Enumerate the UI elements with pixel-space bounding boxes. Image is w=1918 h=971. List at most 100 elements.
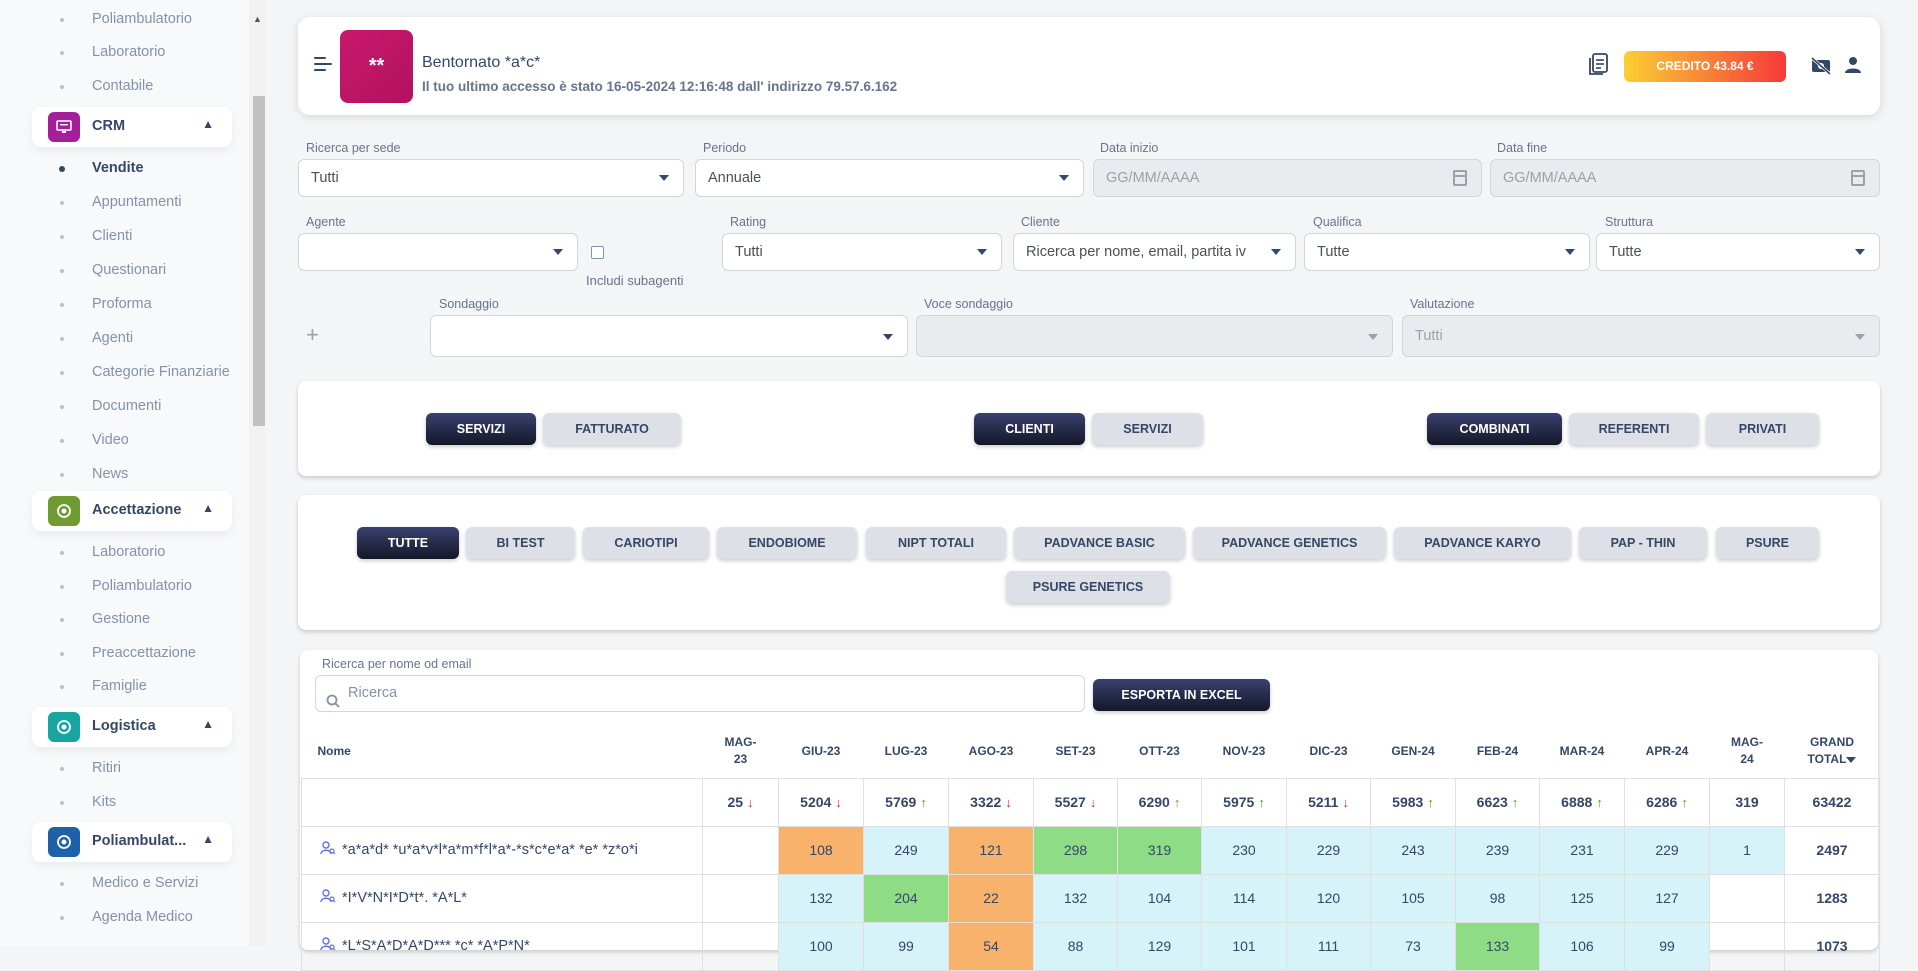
sidebar-item-appuntamenti[interactable]: Appuntamenti — [92, 194, 182, 210]
sidebar-item-ritiri[interactable]: Ritiri — [92, 760, 121, 776]
toggle-fatturato[interactable]: FATTURATO — [543, 413, 681, 445]
toggle-privati[interactable]: PRIVATI — [1706, 413, 1819, 445]
sidebar-item-laboratorio[interactable]: Laboratorio — [92, 544, 166, 560]
sidebar-item-preaccettazione[interactable]: Preaccettazione — [92, 644, 196, 661]
sort-desc-icon[interactable] — [1846, 757, 1857, 764]
sidebar-item-vendite[interactable]: Vendite — [92, 160, 144, 176]
table-row[interactable]: *I*V*N*I*D*t*. *A*L* 132 204 22 132 104 114 120… — [301, 873, 1880, 923]
category-padvance-basic[interactable]: PADVANCE BASIC — [1014, 527, 1185, 559]
struttura-select[interactable]: Tutte — [1596, 233, 1880, 271]
client-name-cell[interactable]: *L*S*A*D*A*D*** *c* *A*P*N* — [301, 921, 703, 971]
periodo-select[interactable]: Annuale — [695, 159, 1084, 197]
category-bi-test[interactable]: BI TEST — [466, 527, 575, 559]
column-header[interactable]: APR-24 — [1625, 725, 1710, 778]
client-name-cell[interactable]: *I*V*N*I*D*t*. *A*L* — [301, 873, 703, 923]
sidebar-item-famiglie[interactable]: Famiglie — [92, 678, 147, 694]
person-search-icon[interactable] — [320, 889, 336, 907]
column-header[interactable]: NOV-23 — [1202, 725, 1287, 778]
category-nipt-totali[interactable]: NIPT TOTALI — [866, 527, 1006, 559]
category-psure-genetics[interactable]: PSURE GENETICS — [1006, 571, 1170, 603]
category-padvance-karyo[interactable]: PADVANCE KARYO — [1394, 527, 1571, 559]
column-header[interactable]: MAG- 23 — [703, 725, 779, 778]
add-icon[interactable]: + — [306, 322, 319, 347]
menu-toggle-icon[interactable] — [314, 57, 332, 75]
category-cariotipi[interactable]: CARIOTIPI — [583, 527, 709, 559]
sidebar-item-agenti[interactable]: Agenti — [92, 330, 134, 346]
category-tutte[interactable]: TUTTE — [357, 527, 459, 559]
agente-select[interactable] — [298, 233, 578, 271]
category-padvance-genetics[interactable]: PADVANCE GENETICS — [1193, 527, 1386, 559]
export-excel-button[interactable]: ESPORTA IN EXCEL — [1093, 679, 1270, 711]
user-icon[interactable] — [1844, 56, 1862, 79]
column-header[interactable]: GRAND TOTAL — [1785, 725, 1880, 778]
category-psure[interactable]: PSURE — [1716, 527, 1819, 559]
sede-select[interactable]: Tutti — [298, 159, 684, 197]
sidebar-section-accettazione[interactable]: Accettazione ▲ — [32, 491, 232, 531]
sidebar-item-kits[interactable]: Kits — [92, 794, 117, 810]
sidebar-item-categorie-finanziarie[interactable]: Categorie Finanziarie — [92, 364, 230, 380]
scroll-up-icon[interactable]: ▲ — [253, 14, 262, 24]
sidebar-item-agenda-medico[interactable]: Agenda Medico — [92, 909, 193, 925]
table-row[interactable]: *L*S*A*D*A*D*** *c* *A*P*N* 100 99 54 88 129 1… — [301, 921, 1880, 971]
sidebar-item-medico-e-servizi[interactable]: Medico e Servizi — [92, 875, 199, 891]
toggle-servizi-2[interactable]: SERVIZI — [1092, 413, 1203, 445]
category-endobiome[interactable]: ENDOBIOME — [717, 527, 857, 559]
sidebar-item-news[interactable]: News — [92, 466, 129, 482]
voce-sondaggio-select[interactable] — [916, 315, 1393, 357]
column-header[interactable]: DIC-23 — [1287, 725, 1371, 778]
subagenti-checkbox[interactable] — [591, 246, 604, 259]
column-header-nome[interactable]: Nome — [302, 725, 703, 778]
person-search-icon[interactable] — [320, 937, 336, 955]
category-pap-thin[interactable]: PAP - THIN — [1579, 527, 1707, 559]
search-input[interactable]: Ricerca — [315, 675, 1085, 712]
document-icon[interactable] — [1588, 52, 1610, 81]
column-header[interactable]: AGO-23 — [949, 725, 1034, 778]
client-name-cell[interactable]: *a*a*d* *u*a*v*l*a*m*f*l*a*-*s*c*e*a* *e… — [301, 825, 703, 875]
valutazione-select[interactable]: Tutti — [1402, 315, 1880, 357]
column-header[interactable]: SET-23 — [1034, 725, 1118, 778]
sidebar-item-poliambulatorio[interactable]: Poliambulatorio — [92, 577, 192, 594]
toggle-combinati[interactable]: COMBINATI — [1427, 413, 1562, 445]
qualifica-select[interactable]: Tutte — [1304, 233, 1590, 271]
sidebar-section-poliambulatorio[interactable]: Poliambulat... ▲ — [32, 822, 232, 862]
toggle-clienti[interactable]: CLIENTI — [974, 413, 1085, 445]
caret-down-icon — [659, 175, 669, 181]
eye-off-icon[interactable] — [1810, 56, 1832, 80]
table-cell: 1 — [1709, 825, 1785, 875]
sidebar-scrollbar[interactable]: ▲ — [249, 0, 265, 946]
column-header[interactable]: OTT-23 — [1118, 725, 1202, 778]
credit-button[interactable]: CREDITO 43.84 € — [1624, 51, 1786, 82]
column-header[interactable]: LUG-23 — [864, 725, 949, 778]
scrollbar-thumb[interactable] — [253, 96, 265, 426]
bullet — [60, 584, 64, 589]
sidebar-item-contabile[interactable]: Contabile — [92, 78, 154, 94]
sidebar-item-proforma[interactable]: Proforma — [92, 296, 152, 312]
sondaggio-select[interactable] — [430, 315, 908, 357]
cliente-select[interactable]: Ricerca per nome, email, partita iv — [1013, 233, 1296, 271]
calendar-icon[interactable] — [1851, 170, 1865, 186]
sidebar-section-logistica[interactable]: Logistica ▲ — [32, 707, 232, 747]
toggle-referenti[interactable]: REFERENTI — [1569, 413, 1699, 445]
column-header[interactable]: MAG- 24 — [1710, 725, 1785, 778]
sidebar-item-video[interactable]: Video — [92, 432, 129, 448]
monitor-icon — [48, 112, 80, 142]
column-header[interactable]: GIU-23 — [779, 725, 864, 778]
sidebar-item-gestione[interactable]: Gestione — [92, 611, 151, 627]
sidebar-section-crm[interactable]: CRM ▲ — [32, 107, 232, 147]
sidebar-item-poliambulatorio[interactable]: Poliambulatorio — [92, 11, 192, 27]
rating-select[interactable]: Tutti — [722, 233, 1002, 271]
data-fine-input[interactable]: GG/MM/AAAA — [1490, 159, 1880, 197]
sidebar-item-laboratorio[interactable]: Laboratorio — [92, 44, 166, 60]
data-inizio-input[interactable]: GG/MM/AAAA — [1093, 159, 1482, 197]
table-row[interactable]: *a*a*d* *u*a*v*l*a*m*f*l*a*-*s*c*e*a* *e… — [301, 825, 1880, 875]
sidebar-item-questionari[interactable]: Questionari — [92, 262, 167, 278]
sidebar-item-clienti[interactable]: Clienti — [92, 228, 133, 244]
column-header[interactable]: FEB-24 — [1456, 725, 1540, 778]
column-header[interactable]: GEN-24 — [1371, 725, 1456, 778]
column-header[interactable]: MAR-24 — [1540, 725, 1625, 778]
person-search-icon[interactable] — [320, 841, 336, 859]
total-value: 6623 — [1476, 794, 1508, 810]
sidebar-item-documenti[interactable]: Documenti — [92, 398, 162, 414]
calendar-icon[interactable] — [1453, 170, 1467, 186]
toggle-servizi[interactable]: SERVIZI — [426, 413, 536, 445]
